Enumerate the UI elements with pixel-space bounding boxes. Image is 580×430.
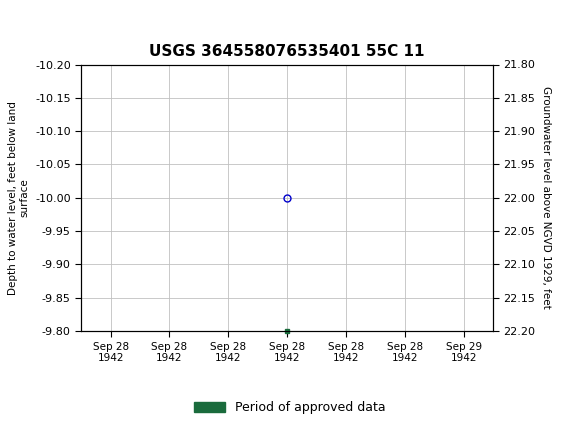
Y-axis label: Depth to water level, feet below land
surface: Depth to water level, feet below land su… [8,101,30,295]
Legend: Period of approved data: Period of approved data [189,396,391,419]
Text: USGS: USGS [32,13,92,32]
Text: ≡: ≡ [7,11,28,34]
Y-axis label: Groundwater level above NGVD 1929, feet: Groundwater level above NGVD 1929, feet [541,86,551,309]
Title: USGS 364558076535401 55C 11: USGS 364558076535401 55C 11 [150,44,425,59]
